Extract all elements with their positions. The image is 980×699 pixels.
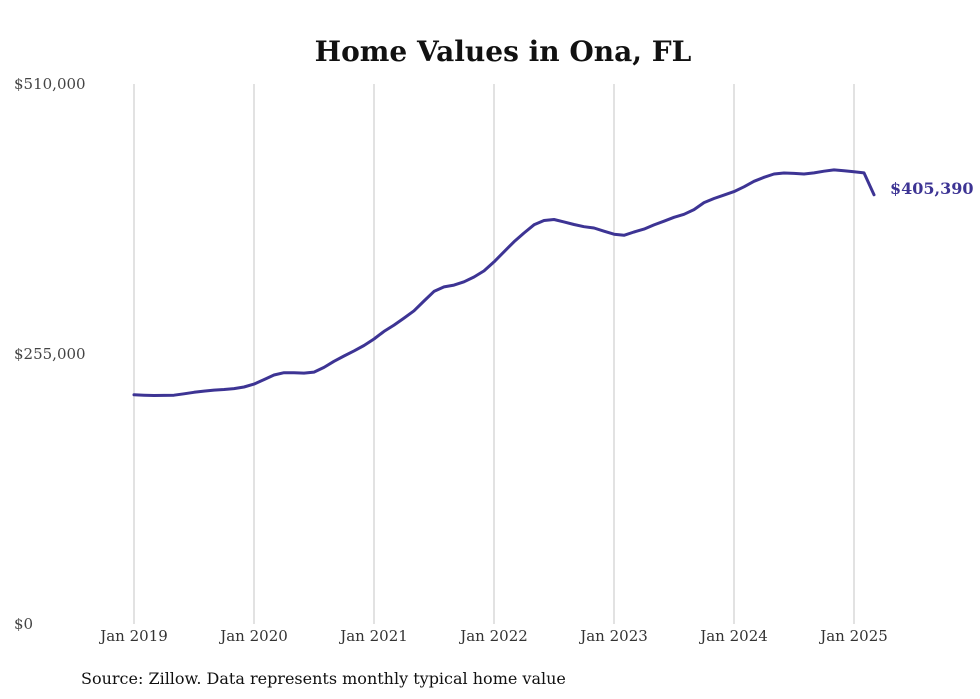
x-axis-tick-labels: Jan 2019 Jan 2020 Jan 2021 Jan 2022 Jan 2023…: [98, 627, 888, 645]
chart-title: Home Values in Ona, FL: [315, 35, 692, 68]
x-tick-label: Jan 2022: [458, 627, 528, 645]
y-tick-label: $255,000: [14, 345, 86, 363]
x-tick-label: Jan 2020: [218, 627, 288, 645]
x-tick-label: Jan 2023: [578, 627, 648, 645]
latest-value-label: $405,390: [890, 179, 974, 198]
y-tick-label: $0: [14, 615, 33, 633]
x-tick-label: Jan 2019: [98, 627, 168, 645]
y-axis-tick-labels: $510,000 $255,000 $0: [14, 75, 86, 633]
x-tick-label: Jan 2021: [338, 627, 408, 645]
y-tick-label: $510,000: [14, 75, 86, 93]
x-tick-label: Jan 2025: [818, 627, 888, 645]
source-note: Source: Zillow. Data represents monthly …: [81, 669, 566, 688]
vertical-gridlines: [133, 84, 855, 624]
x-tick-label: Jan 2024: [698, 627, 768, 645]
home-value-series-line: [132, 168, 876, 397]
